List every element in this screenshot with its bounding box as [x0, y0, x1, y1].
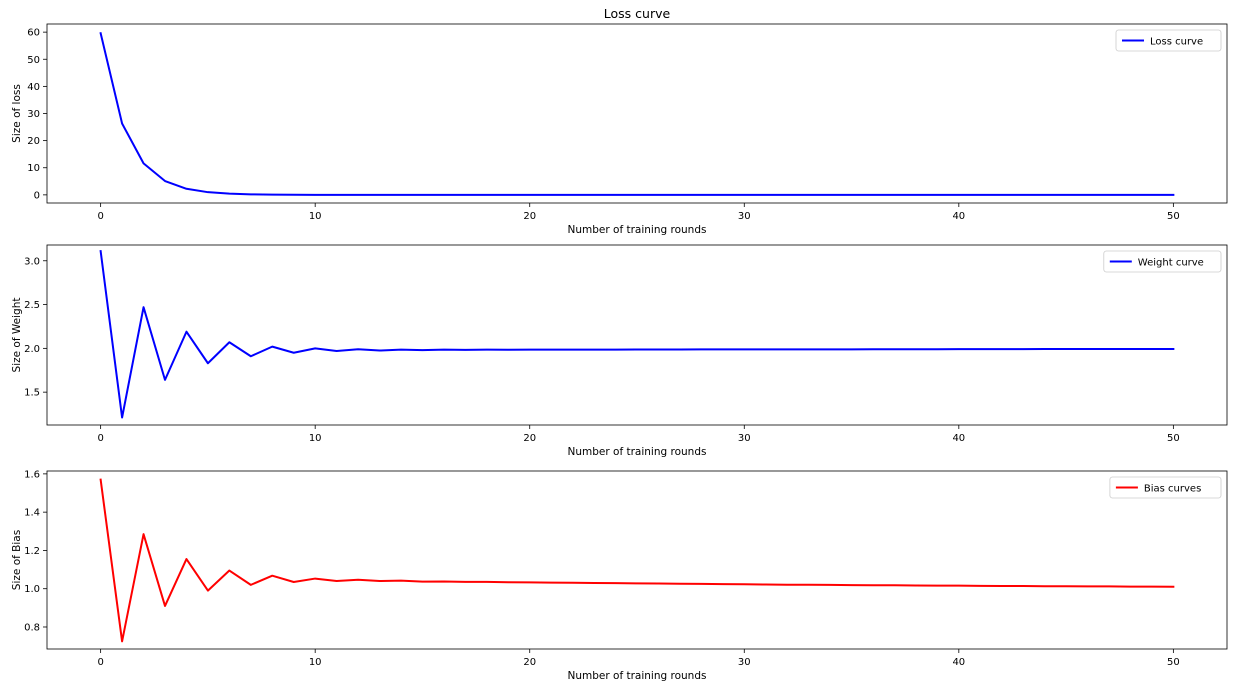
x-axis-label: Number of training rounds — [568, 446, 707, 458]
legend-box — [1115, 29, 1222, 52]
y-tick-label: 60 — [27, 28, 40, 39]
x-tick-label: 50 — [1167, 211, 1180, 222]
series-line-1 — [99, 250, 1175, 419]
y-tick-label: 10 — [27, 163, 40, 174]
y-tick-label: 1.2 — [24, 546, 40, 557]
legend: Bias curves — [1109, 476, 1222, 499]
y-tick-label: 1.5 — [24, 388, 40, 399]
legend: Loss curve — [1115, 29, 1222, 52]
legend-label: Bias curves — [1144, 484, 1201, 495]
x-tick-label: 30 — [738, 211, 751, 222]
legend-label: Loss curve — [1150, 37, 1203, 48]
y-axis-label: Size of Bias — [11, 530, 23, 590]
x-tick-label: 30 — [738, 433, 751, 444]
axes-frame — [46, 244, 1228, 426]
chart-panel-1: 0 10 20 30 40 50 0 10 20 30 40 50 60 Number of traini… — [11, 6, 1228, 236]
x-tick-label: 10 — [309, 211, 322, 222]
x-tick-label: 40 — [952, 433, 965, 444]
y-tick-label: 1.4 — [24, 508, 40, 519]
legend-box — [1109, 476, 1222, 499]
y-tick-label: 20 — [27, 136, 40, 147]
y-axis-label: Size of loss — [11, 84, 23, 143]
y-tick-label: 0.8 — [24, 622, 40, 633]
x-tick-label: 10 — [309, 433, 322, 444]
x-tick-label: 20 — [523, 433, 536, 444]
axes-frame — [46, 470, 1228, 650]
y-tick-label: 0 — [34, 190, 40, 201]
x-tick-label: 0 — [97, 657, 103, 668]
legend-label: Weight curve — [1138, 258, 1204, 269]
x-tick-label: 20 — [523, 211, 536, 222]
axes-frame — [46, 23, 1228, 204]
y-tick-label: 50 — [27, 55, 40, 66]
chart-title: Loss curve — [604, 6, 671, 21]
y-tick-label: 1.0 — [24, 584, 40, 595]
y-tick-label: 2.0 — [24, 344, 40, 355]
legend: Weight curve — [1103, 250, 1222, 273]
x-tick-label: 50 — [1167, 657, 1180, 668]
chart-panel-3: 0 10 20 30 40 50 0.8 1.0 1.2 1.4 1.6 Number of trai… — [11, 469, 1228, 682]
x-tick-label: 0 — [97, 433, 103, 444]
x-tick-label: 40 — [952, 657, 965, 668]
y-axis-label: Size of Weight — [11, 298, 23, 373]
series-line-1 — [99, 32, 1175, 196]
chart-panel-2: 0 10 20 30 40 50 1.5 2.0 2.5 3.0 Number of trainin… — [11, 244, 1228, 458]
x-tick-label: 40 — [952, 211, 965, 222]
x-tick-label: 10 — [309, 657, 322, 668]
y-tick-label: 2.5 — [24, 300, 40, 311]
x-tick-label: 20 — [523, 657, 536, 668]
y-tick-label: 40 — [27, 82, 40, 93]
x-tick-label: 0 — [97, 211, 103, 222]
y-tick-label: 3.0 — [24, 256, 40, 267]
x-tick-label: 50 — [1167, 433, 1180, 444]
series-line-1 — [99, 478, 1175, 643]
y-tick-label: 1.6 — [24, 469, 40, 480]
x-axis-label: Number of training rounds — [568, 224, 707, 236]
legend-box — [1103, 250, 1222, 273]
y-tick-label: 30 — [27, 109, 40, 120]
x-axis-label: Number of training rounds — [568, 670, 707, 682]
x-tick-label: 30 — [738, 657, 751, 668]
